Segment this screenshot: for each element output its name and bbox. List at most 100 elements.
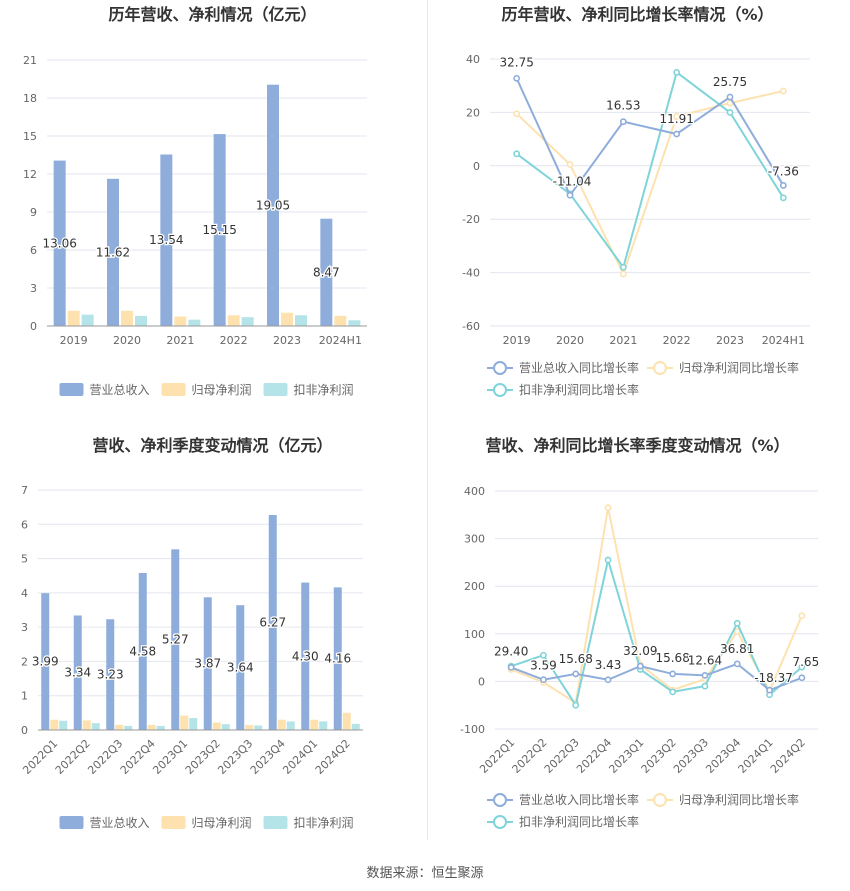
quarterly-line-chart-svg: 营收、净利同比增长率季度变动情况（%） -100 0 100 200 300 400 29.4… <box>460 436 820 829</box>
bar <box>67 310 80 326</box>
data-label: 29.40 <box>494 644 528 658</box>
bar <box>115 724 124 730</box>
data-label: 6.27 <box>259 616 286 630</box>
bar <box>59 720 68 730</box>
y-tick-label: 0 <box>473 160 480 173</box>
data-label: 15.68 <box>559 652 593 666</box>
data-point <box>604 556 612 564</box>
data-point <box>798 612 806 620</box>
data-label: 3.23 <box>97 668 124 682</box>
data-label: 8.47 <box>313 265 340 279</box>
bar <box>254 725 263 730</box>
bar <box>213 134 226 326</box>
x-tick-label: 2022Q1 <box>20 737 60 777</box>
legend-label: 归母净利润 <box>192 816 252 830</box>
data-label: 3.64 <box>227 661 254 675</box>
data-point <box>733 660 741 668</box>
data-point <box>766 686 773 694</box>
x-tick-label: 2020 <box>556 334 584 347</box>
legend-label: 扣非净利润 <box>294 816 354 830</box>
data-point <box>798 674 806 682</box>
y-tick-label: -20 <box>462 213 480 226</box>
bar <box>53 160 66 326</box>
data-label: 3.43 <box>595 658 622 672</box>
bar <box>171 549 180 730</box>
legend-swatch <box>263 816 288 829</box>
y-tick-label: -100 <box>460 723 485 736</box>
bar <box>320 218 333 326</box>
data-point <box>540 676 547 684</box>
quarterly-growth-rate-chart: 营收、净利同比增长率季度变动情况（%） -100 0 100 200 300 400 29.4… <box>425 430 850 850</box>
quarterly-revenue-profit-chart: 营收、净利季度变动情况（亿元） 0 1 2 3 4 5 6 7 3.99 3.34 3.23 4.58 5… <box>0 430 425 850</box>
legend-marker <box>493 383 507 397</box>
x-tick-label: 2020 <box>113 334 141 347</box>
bar <box>124 725 133 730</box>
y-tick-label: 3 <box>21 621 28 634</box>
data-point <box>619 270 627 278</box>
x-tick-label: 2022Q4 <box>574 736 614 776</box>
data-point <box>566 191 574 199</box>
data-label: 25.75 <box>713 75 747 89</box>
legend-marker <box>493 793 507 807</box>
x-tick-label: 2024Q1 <box>280 737 320 777</box>
bar <box>50 719 59 730</box>
x-tick-label: 2019 <box>503 334 531 347</box>
y-tick-label: 21 <box>23 54 37 67</box>
bar <box>180 715 189 730</box>
data-point <box>701 671 709 679</box>
legend-swatch <box>263 383 288 396</box>
legend-marker <box>493 361 507 375</box>
bar <box>81 314 94 326</box>
data-label: 3.59 <box>530 659 557 673</box>
data-point <box>779 87 787 95</box>
data-point <box>507 664 515 671</box>
legend-marker <box>493 815 507 829</box>
x-tick-label: 2023Q4 <box>703 736 743 776</box>
data-label: 4.16 <box>324 652 351 666</box>
data-label: 5.27 <box>162 633 189 647</box>
chart-title: 历年营收、净利同比增长率情况（%） <box>501 5 773 24</box>
data-point <box>566 161 574 168</box>
data-point <box>673 130 681 138</box>
series-line <box>515 90 784 277</box>
data-label: 11.62 <box>96 245 130 259</box>
bar <box>189 718 198 730</box>
legend-label: 扣非净利润 <box>294 383 354 397</box>
bar <box>107 178 119 326</box>
data-point <box>669 688 677 696</box>
y-tick-label: 3 <box>30 282 37 295</box>
data-label: 3.34 <box>64 666 91 680</box>
quarterly-bar-chart-svg: 营收、净利季度变动情况（亿元） 0 1 2 3 4 5 6 7 3.99 3.34 3.23 4.58 5… <box>20 436 363 830</box>
vertical-divider <box>427 0 428 840</box>
bar <box>106 619 115 730</box>
bar <box>147 724 156 730</box>
x-tick-label: 2024H1 <box>762 334 805 347</box>
data-label: 13.06 <box>42 236 76 250</box>
x-tick-label: 2023 <box>273 334 301 347</box>
y-tick-label: 0 <box>21 724 28 737</box>
data-label: 3.87 <box>194 657 221 671</box>
x-tick-label: 2024Q2 <box>313 737 353 777</box>
series-line <box>515 77 785 198</box>
bar <box>156 725 165 730</box>
legend-label: 扣非净利润同比增长率 <box>519 382 639 397</box>
data-point <box>779 194 787 202</box>
x-tick-label: 2024H1 <box>319 334 362 347</box>
y-tick-label: 100 <box>464 628 485 641</box>
bar <box>203 597 212 730</box>
data-label: 4.30 <box>292 649 319 663</box>
data-point <box>701 682 709 690</box>
data-label: 4.58 <box>129 644 156 658</box>
annual-revenue-profit-chart: 历年营收、净利情况（亿元） 0 3 6 9 12 15 18 21 13.06 11.62 13.54… <box>0 0 425 410</box>
data-point <box>673 113 681 120</box>
x-tick-label: 2022Q2 <box>53 737 93 777</box>
data-point <box>572 701 580 709</box>
y-tick-label: 200 <box>464 580 485 593</box>
legend-swatch <box>59 383 84 396</box>
data-point <box>619 263 627 271</box>
legend-label: 营业总收入 <box>90 383 150 397</box>
data-point <box>619 118 627 126</box>
bar <box>188 319 201 326</box>
x-tick-label: 2022Q2 <box>510 736 550 776</box>
series-line <box>510 556 803 708</box>
